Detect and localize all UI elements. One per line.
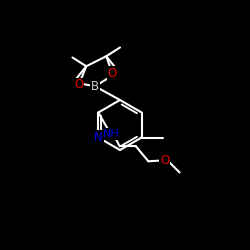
Text: NH: NH [102, 129, 119, 139]
Text: O: O [160, 154, 169, 166]
Text: B: B [91, 80, 99, 93]
Text: N: N [94, 131, 103, 144]
Text: O: O [74, 78, 84, 92]
Text: O: O [108, 67, 117, 80]
